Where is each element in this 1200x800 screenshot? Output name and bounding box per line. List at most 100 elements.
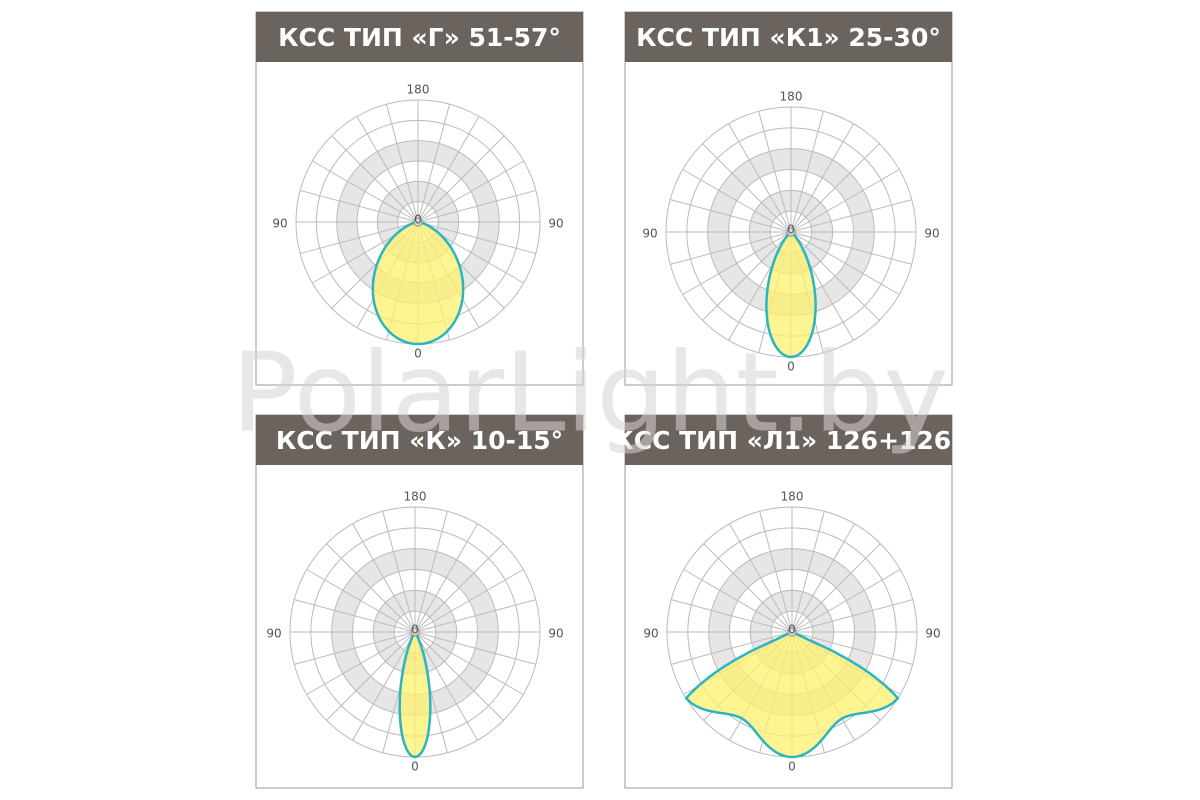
label-center: 0	[414, 213, 422, 227]
grid-spoke	[414, 631, 524, 695]
center-dot	[786, 227, 796, 237]
label-top: 180	[781, 490, 804, 504]
grid-spoke	[790, 231, 900, 295]
grid-spoke	[417, 189, 536, 223]
label-bottom: 0	[411, 760, 419, 774]
panel-title: КСС ТИП «К» 10-15°	[276, 426, 563, 455]
grid-spoke	[414, 569, 524, 633]
grid-spoke	[791, 511, 825, 633]
grid-spoke	[703, 543, 793, 633]
grid-spoke	[294, 599, 416, 633]
label-bottom: 0	[788, 760, 796, 774]
label-bottom: 0	[414, 347, 422, 361]
grid-spoke	[670, 199, 792, 233]
panel: КСС ТИП «Л1» 126+126° 180 90 90 0 0	[613, 414, 964, 789]
grid-spoke	[671, 599, 793, 633]
grid-spoke	[352, 631, 416, 741]
grid-spoke	[728, 123, 792, 233]
label-left: 90	[266, 627, 281, 641]
grid-spoke	[671, 631, 793, 665]
label-left: 90	[642, 227, 657, 241]
grid-spoke	[352, 523, 416, 633]
label-center: 0	[788, 623, 796, 637]
title-bar	[256, 12, 583, 62]
grid-spoke	[417, 160, 524, 223]
label-right: 90	[924, 227, 939, 241]
grid-spoke	[414, 631, 504, 721]
grid-spoke	[414, 631, 536, 665]
grid-spoke	[414, 543, 504, 633]
light-curve	[398, 630, 432, 759]
grid-spoke	[306, 569, 416, 633]
grid-spoke	[729, 523, 793, 633]
label-bottom: 0	[787, 360, 795, 374]
grid-spoke	[414, 523, 478, 633]
grid-spoke	[790, 123, 854, 233]
label-left: 90	[643, 627, 658, 641]
grid-spoke	[791, 569, 901, 633]
title-bar	[625, 415, 952, 465]
grid-spoke	[790, 199, 912, 233]
panel-title: КСС ТИП «Г» 51-57°	[278, 23, 561, 52]
label-center: 0	[411, 623, 419, 637]
label-right: 90	[925, 627, 940, 641]
grid-spoke	[791, 599, 913, 633]
panel: КСС ТИП «К1» 25-30° 180 90 90 0 0	[624, 11, 953, 386]
label-center: 0	[787, 223, 795, 237]
grid-spoke	[414, 599, 536, 633]
grid-spoke	[417, 135, 505, 223]
light-curve	[765, 230, 817, 359]
grid-spoke	[417, 104, 451, 223]
grid-spoke	[790, 231, 912, 265]
grid-spoke	[414, 511, 448, 633]
title-bar	[256, 415, 583, 465]
grid-spoke	[385, 104, 419, 223]
grid-spoke	[791, 523, 855, 633]
grid-spoke	[758, 111, 792, 233]
grid-spoke	[791, 631, 913, 665]
grid-spoke	[682, 231, 792, 295]
grid-spoke	[702, 143, 792, 233]
grid-spoke	[790, 169, 900, 233]
grid-spoke	[791, 543, 881, 633]
watermark: PolarLight.by	[231, 328, 948, 456]
grid-spoke	[306, 631, 416, 695]
label-top: 180	[404, 490, 427, 504]
panel-title: КСС ТИП «Л1» 126+126°	[613, 426, 963, 455]
light-curve	[371, 220, 465, 346]
grid-spoke	[790, 231, 880, 321]
grid-spoke	[300, 221, 419, 255]
light-curve	[684, 630, 900, 759]
center-dot	[410, 627, 420, 637]
label-top: 180	[780, 90, 803, 104]
panel-title: КСС ТИП «К1» 25-30°	[636, 23, 941, 52]
grid-spoke	[326, 543, 416, 633]
grid-spoke	[356, 116, 419, 223]
grid-spoke	[759, 511, 793, 633]
label-left: 90	[272, 217, 287, 231]
grid-spoke	[790, 111, 824, 233]
grid-spoke	[312, 160, 419, 223]
label-right: 90	[548, 627, 563, 641]
grid-spoke	[702, 231, 792, 321]
grid-spoke	[294, 631, 416, 665]
grid-spoke	[331, 135, 419, 223]
label-top: 180	[407, 83, 430, 97]
center-dot	[413, 217, 423, 227]
label-right: 90	[548, 217, 563, 231]
center-dot	[787, 627, 797, 637]
grid-spoke	[414, 631, 478, 741]
grid-spoke	[326, 631, 416, 721]
grid-spoke	[683, 569, 793, 633]
grid-spoke	[417, 221, 536, 255]
grid-spoke	[417, 116, 480, 223]
title-bar	[625, 12, 952, 62]
grid-spoke	[682, 169, 792, 233]
grid-spoke	[790, 143, 880, 233]
grid-spoke	[300, 189, 419, 223]
panel: КСС ТИП «К» 10-15° 180 90 90 0 0	[255, 414, 584, 789]
panel: КСС ТИП «Г» 51-57° 180 90 90 0 0	[255, 11, 584, 386]
grid-spoke	[382, 511, 416, 633]
grid-spoke	[670, 231, 792, 265]
